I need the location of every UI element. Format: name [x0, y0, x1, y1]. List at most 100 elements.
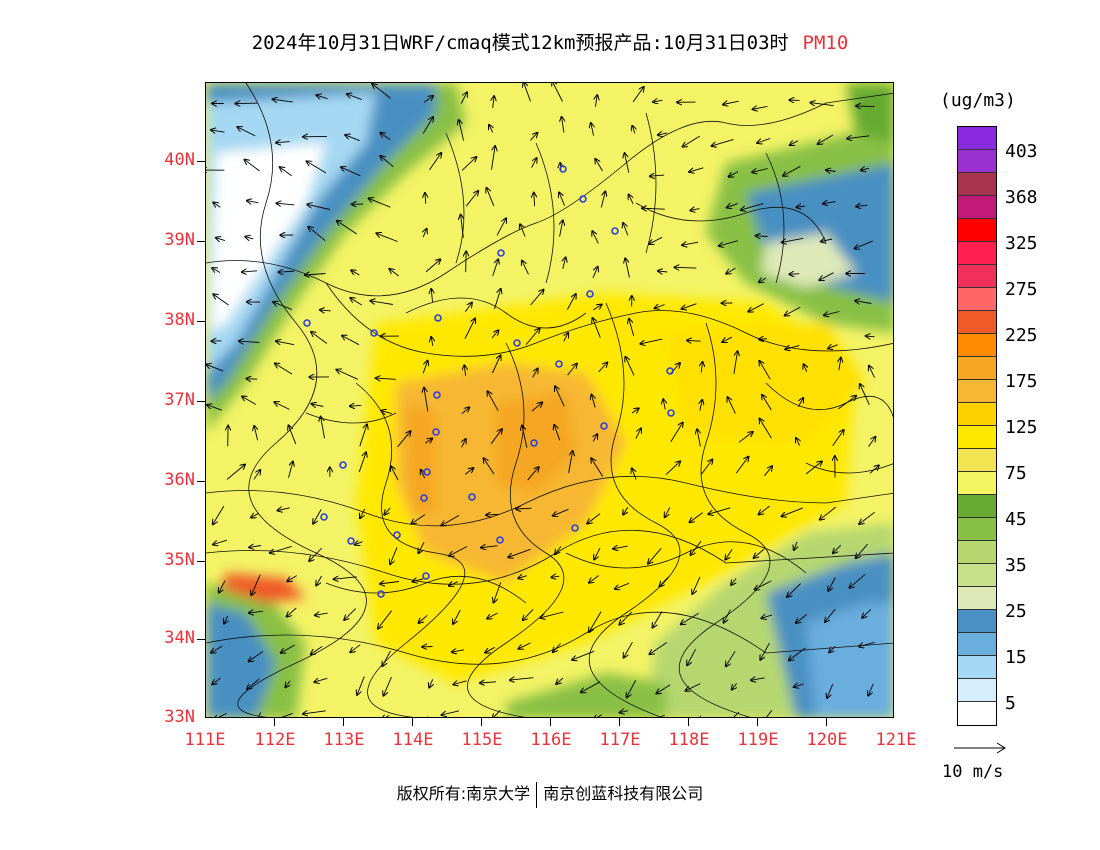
lon-label-113: 113E: [323, 730, 365, 750]
wind-arrow: [552, 83, 563, 102]
wind-arrow: [226, 465, 245, 480]
wind-arrow: [551, 576, 560, 577]
wind-arrow: [397, 431, 411, 448]
wind-arrow: [869, 366, 875, 378]
colorbar-swatch: [958, 380, 996, 403]
wind-arrow: [827, 683, 834, 698]
wind-arrow: [760, 642, 770, 660]
wind-arrow: [465, 191, 478, 207]
wind-arrow: [790, 141, 799, 145]
colorbar-swatch: [958, 150, 996, 173]
wind-arrow: [632, 87, 644, 103]
wind-arrow: [805, 461, 822, 475]
lon-tick: [550, 718, 551, 726]
wind-arrow: [516, 508, 532, 509]
wind-arrow: [207, 405, 223, 411]
wind-arrow: [868, 437, 876, 448]
wind-arrow: [212, 677, 221, 684]
wind-arrow: [380, 133, 391, 141]
wind-arrow: [422, 117, 433, 134]
wind-arrow: [593, 305, 601, 311]
wind-arrow: [484, 458, 495, 475]
wind-arrow: [665, 461, 680, 475]
wind-arrow: [594, 714, 602, 717]
wind-arrow: [423, 229, 426, 238]
wind-arrow: [555, 546, 562, 555]
wind-arrow: [307, 204, 330, 210]
wind-arrow: [595, 95, 597, 107]
wind-arrow: [642, 208, 665, 209]
colorbar-swatch: [958, 334, 996, 357]
colorbar-swatch: [958, 426, 996, 449]
colorbar-swatch: [958, 633, 996, 656]
wind-arrow: [847, 136, 870, 139]
wind-arrow: [382, 715, 390, 717]
wind-reference-label: 10 m/s: [942, 762, 1004, 782]
wind-arrow: [764, 466, 772, 477]
wind-arrow: [491, 146, 496, 170]
colorbar-label: 5: [1005, 693, 1016, 714]
wind-arrow: [839, 358, 841, 371]
wind-arrow: [732, 683, 737, 689]
wind-arrow: [591, 458, 604, 477]
copyright: 版权所有:南京大学 南京创蓝科技有限公司: [0, 780, 1100, 808]
wind-arrow: [613, 546, 628, 549]
wind-arrow: [249, 546, 262, 548]
wind-arrow: [350, 644, 361, 653]
wind-arrow: [700, 460, 712, 475]
wind-arrow: [246, 379, 258, 380]
wind-arrow: [665, 507, 671, 517]
wind-arrow: [287, 575, 297, 582]
wind-arrow: [274, 402, 290, 410]
wind-arrow: [735, 457, 748, 474]
wind-arrow: [247, 678, 260, 689]
station-marker: [513, 339, 521, 347]
wind-arrow: [798, 398, 803, 407]
wind-arrow: [380, 582, 399, 584]
copyright-separator: [536, 781, 538, 808]
wind-arrow: [782, 237, 804, 242]
wind-arrow: [752, 168, 768, 173]
wind-arrow: [376, 378, 396, 379]
wind-arrow: [315, 613, 328, 615]
wind-arrow: [278, 271, 295, 272]
wind-arrow: [826, 170, 836, 172]
wind-arrow: [783, 165, 801, 176]
lon-tick: [274, 718, 275, 726]
wind-arrow: [341, 167, 361, 177]
station-marker: [433, 391, 441, 399]
wind-arrow: [594, 547, 601, 559]
wind-arrow: [494, 582, 502, 603]
lon-label-114: 114E: [392, 730, 434, 750]
wind-arrow: [453, 609, 461, 624]
wind-arrow: [486, 514, 499, 515]
lat-tick: [197, 321, 205, 322]
wind-arrow: [860, 384, 870, 405]
wind-arrow: [866, 336, 875, 337]
wind-arrow: [687, 648, 696, 665]
lon-label-116: 116E: [530, 730, 572, 750]
wind-arrow: [480, 682, 497, 683]
wind-arrow: [253, 470, 260, 480]
wind-arrow: [796, 438, 800, 446]
wind-arrow: [748, 303, 764, 312]
colorbar-label: 403: [1005, 141, 1038, 162]
title-variable: PM10: [802, 32, 849, 54]
station-marker: [423, 468, 431, 476]
wind-arrow: [782, 507, 803, 516]
chart-title: 2024年10月31日WRF/cmaq模式12km预报产品:10月31日03时 P…: [0, 28, 1100, 55]
wind-arrow: [762, 395, 772, 411]
wind-arrow: [600, 192, 605, 208]
wind-arrow: [219, 580, 226, 593]
wind-arrow: [670, 423, 683, 442]
wind-arrow: [334, 577, 357, 579]
wind-arrow: [418, 541, 425, 553]
station-marker: [434, 314, 442, 322]
wind-arrow: [722, 336, 733, 342]
wind-arrow: [623, 223, 629, 236]
wind-arrow: [312, 404, 324, 407]
wind-arrow: [493, 709, 501, 717]
wind-arrow: [524, 83, 531, 102]
wind-arrow: [682, 303, 697, 309]
wind-arrow: [213, 539, 228, 544]
